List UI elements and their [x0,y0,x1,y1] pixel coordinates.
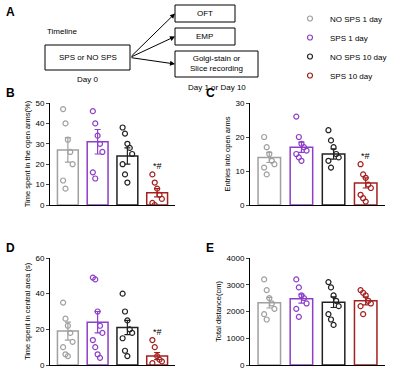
svg-text:NO SPS 10 day: NO SPS 10 day [330,53,386,62]
svg-text:0: 0 [40,361,45,370]
svg-text:Golgi-stain orSlice recording: Golgi-stain orSlice recording [190,54,243,73]
svg-text:A: A [6,5,15,19]
svg-text:B: B [6,86,15,100]
svg-text:C: C [206,86,215,100]
svg-text:SPS 10 day: SPS 10 day [330,72,372,81]
svg-text:40: 40 [35,289,44,298]
svg-text:D: D [6,241,15,255]
svg-text:SPS 1 day: SPS 1 day [330,34,368,43]
svg-text:Entries into open arms: Entries into open arms [223,116,232,191]
svg-text:*#: *# [153,161,162,171]
svg-text:E: E [206,241,214,255]
svg-text:60: 60 [35,254,44,263]
svg-text:20: 20 [35,160,44,169]
svg-text:*#: *# [361,151,370,161]
svg-text:50: 50 [35,99,44,108]
svg-text:Day 1 or Day 10: Day 1 or Day 10 [188,83,246,92]
svg-text:OFT: OFT [197,9,213,18]
svg-text:2000: 2000 [227,307,245,316]
svg-text:20: 20 [235,133,244,142]
svg-text:0: 0 [40,201,45,210]
svg-text:0: 0 [240,201,245,210]
svg-text:40: 40 [35,119,44,128]
svg-text:30: 30 [35,140,44,149]
svg-text:0: 0 [240,361,245,370]
svg-text:3000: 3000 [227,281,245,290]
svg-text:EMP: EMP [196,32,213,41]
svg-text:Timeline: Timeline [47,27,77,36]
svg-text:Time spent in central area (s): Time spent in central area (s) [23,262,32,360]
svg-text:NO SPS 1 day: NO SPS 1 day [330,15,382,24]
svg-text:Day 0: Day 0 [77,75,98,84]
svg-text:*#: *# [153,327,162,337]
svg-text:1000: 1000 [227,334,245,343]
svg-text:SPS or NO SPS: SPS or NO SPS [59,53,117,62]
svg-text:4000: 4000 [227,254,245,263]
svg-text:10: 10 [35,180,44,189]
svg-text:30: 30 [235,99,244,108]
svg-text:Time spent in the open arms(%): Time spent in the open arms(%) [23,100,32,207]
svg-text:Total distance(cm): Total distance(cm) [214,281,223,342]
svg-text:10: 10 [235,167,244,176]
svg-text:20: 20 [35,325,44,334]
